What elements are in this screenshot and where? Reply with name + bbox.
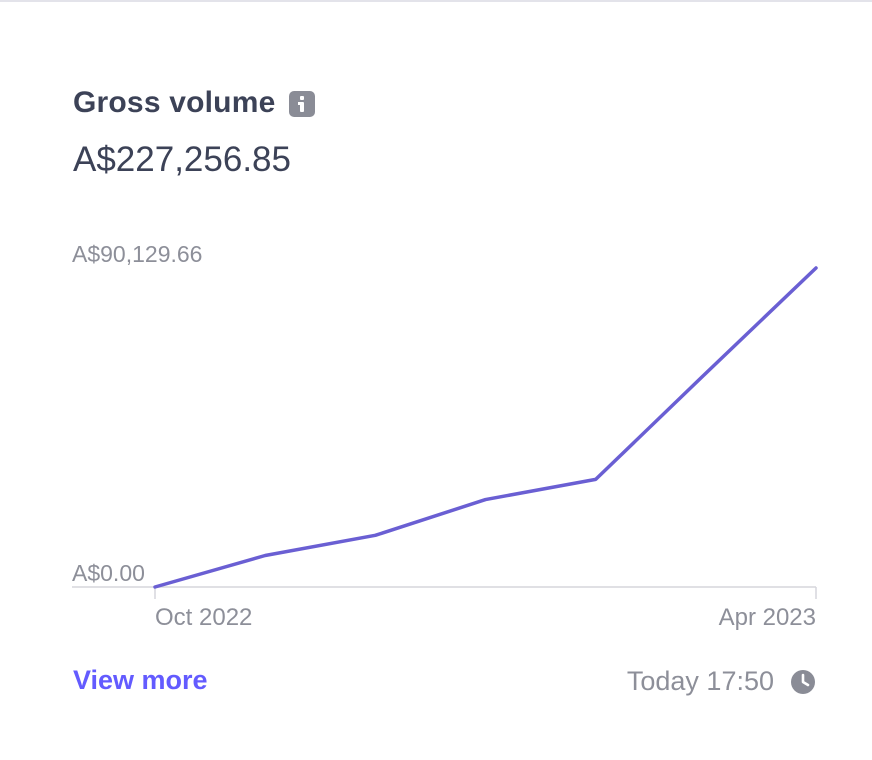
card-title: Gross volume xyxy=(73,86,276,119)
view-more-link[interactable]: View more xyxy=(73,665,208,695)
y-tick-label-max: A$90,129.66 xyxy=(72,241,202,267)
title-row: Gross volume xyxy=(73,86,316,120)
series-line-0 xyxy=(153,266,818,589)
clock-icon xyxy=(790,669,816,695)
gross-volume-amount: A$227,256.85 xyxy=(73,140,291,179)
last-updated: Today 17:50 xyxy=(627,666,816,697)
top-divider xyxy=(0,0,872,2)
info-icon[interactable] xyxy=(289,91,316,117)
x-tick-label-start: Oct 2022 xyxy=(155,604,252,631)
y-tick-label-min: A$0.00 xyxy=(72,560,145,586)
last-updated-text: Today 17:50 xyxy=(626,666,774,696)
x-tick-label-end: Apr 2023 xyxy=(719,604,816,631)
